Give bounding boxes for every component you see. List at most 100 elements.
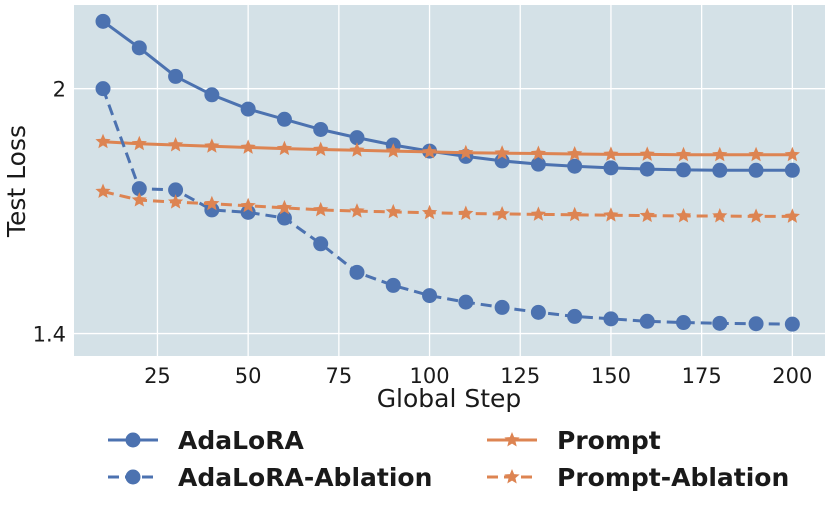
data-point-prompt-ablation [421,204,438,220]
data-point-adalora [313,121,329,137]
data-point-adalora-ablation [349,264,365,280]
x-tick-label: 25 [144,364,171,388]
data-point-prompt [458,144,474,160]
data-point-adalora [567,158,583,174]
data-point-adalora [748,162,764,178]
data-point-prompt [712,146,728,162]
data-point-prompt [131,135,147,151]
data-point-adalora-ablation [676,315,692,331]
data-point-adalora-ablation [313,236,329,252]
data-point-adalora [95,13,111,29]
y-tick-label: 1.4 [33,323,66,347]
data-point-adalora-ablation [530,304,546,320]
data-point-prompt [385,143,401,158]
data-point-adalora [530,156,546,172]
grid-lines [74,5,825,356]
legend-entry-adalora: AdaLoRA [108,426,304,455]
legend-entry-prompt-ablation: Prompt-Ablation [487,463,789,492]
x-axis-label: Global Step [377,384,522,413]
data-point-prompt [567,145,583,161]
series-prompt-ablation [95,183,800,223]
series-group [95,13,800,332]
data-point-prompt [204,138,220,153]
data-point-adalora [784,162,800,178]
x-tick-label: 150 [591,364,631,388]
data-point-adalora [603,160,619,176]
data-point-prompt-ablation [639,207,655,223]
data-point-adalora [204,87,220,103]
legend-marker-adalora-ablation [125,469,141,485]
data-point-prompt-ablation [748,208,764,223]
data-point-prompt-ablation [95,183,111,198]
data-point-adalora-ablation [204,202,220,218]
y-tick-label: 2 [53,78,66,102]
data-point-adalora-ablation [168,182,184,198]
data-point-prompt [276,140,293,156]
legend-label-prompt-ablation: Prompt-Ablation [557,463,789,492]
data-point-adalora-ablation [385,277,401,293]
data-point-prompt [167,136,184,152]
x-tick-label: 125 [500,364,540,388]
data-point-adalora-ablation [748,316,764,332]
plot-background [74,5,825,356]
data-point-adalora-ablation [603,311,619,327]
data-point-adalora-ablation [422,288,438,304]
data-point-prompt [675,146,692,162]
series-line-prompt [102,140,793,157]
data-point-prompt-ablation [712,208,728,223]
data-point-adalora-ablation [784,316,800,332]
data-point-adalora [639,161,655,177]
x-tick-label: 200 [772,364,812,388]
data-point-prompt-ablation [313,201,329,217]
data-point-prompt-ablation [276,199,293,215]
legend-label-prompt: Prompt [557,426,661,455]
data-point-prompt [494,145,510,160]
x-tick-label: 100 [409,364,449,388]
x-tick-label: 50 [235,364,262,388]
data-point-prompt [421,143,438,159]
data-point-adalora [712,162,728,178]
data-point-prompt [748,146,764,162]
data-point-prompt [349,142,365,157]
data-point-adalora-ablation [131,181,147,197]
data-point-prompt-ablation [603,207,619,222]
legend-marker-prompt [504,432,520,447]
data-point-prompt-ablation [784,208,800,223]
legend-label-adalora-ablation: AdaLoRA-Ablation [178,463,432,492]
data-point-adalora-ablation [458,294,474,310]
x-tick-label: 75 [325,364,352,388]
data-point-prompt [639,146,655,161]
x-axis-ticks: 25 50 75 100 125 150 175 200 [144,364,812,388]
data-point-prompt [530,145,546,161]
data-point-adalora-ablation [494,299,510,315]
data-point-prompt [784,146,800,162]
data-point-prompt [95,133,111,149]
legend-marker-adalora [125,432,141,448]
data-point-adalora [240,101,256,117]
y-axis-label: Test Loss [2,125,31,238]
series-line-prompt-ablation [102,190,793,218]
legend-entry-adalora-ablation: AdaLoRA-Ablation [108,463,432,492]
data-point-prompt-ablation [675,208,692,223]
x-tick-label: 175 [682,364,722,388]
legend-marker-prompt-ablation [504,469,520,484]
data-point-adalora-ablation [567,308,583,324]
data-point-adalora [131,40,147,56]
data-point-prompt-ablation [458,205,474,221]
legend-label-adalora: AdaLoRA [178,426,304,455]
data-point-prompt-ablation [349,203,365,218]
data-point-prompt-ablation [567,206,583,222]
legend: AdaLoRA Prompt AdaLoRA-Ablation Prompt-Abla… [108,426,789,492]
data-point-prompt-ablation [530,206,546,221]
data-point-prompt-ablation [204,195,220,211]
series-prompt [95,133,800,162]
data-point-adalora [276,111,292,127]
legend-entry-prompt: Prompt [487,426,661,455]
series-adalora-ablation [95,81,800,332]
data-point-prompt [240,139,256,154]
y-axis-ticks: 1.42 [33,78,66,347]
data-point-adalora-ablation [276,210,292,226]
data-point-adalora [349,130,365,146]
data-point-adalora [168,68,184,84]
